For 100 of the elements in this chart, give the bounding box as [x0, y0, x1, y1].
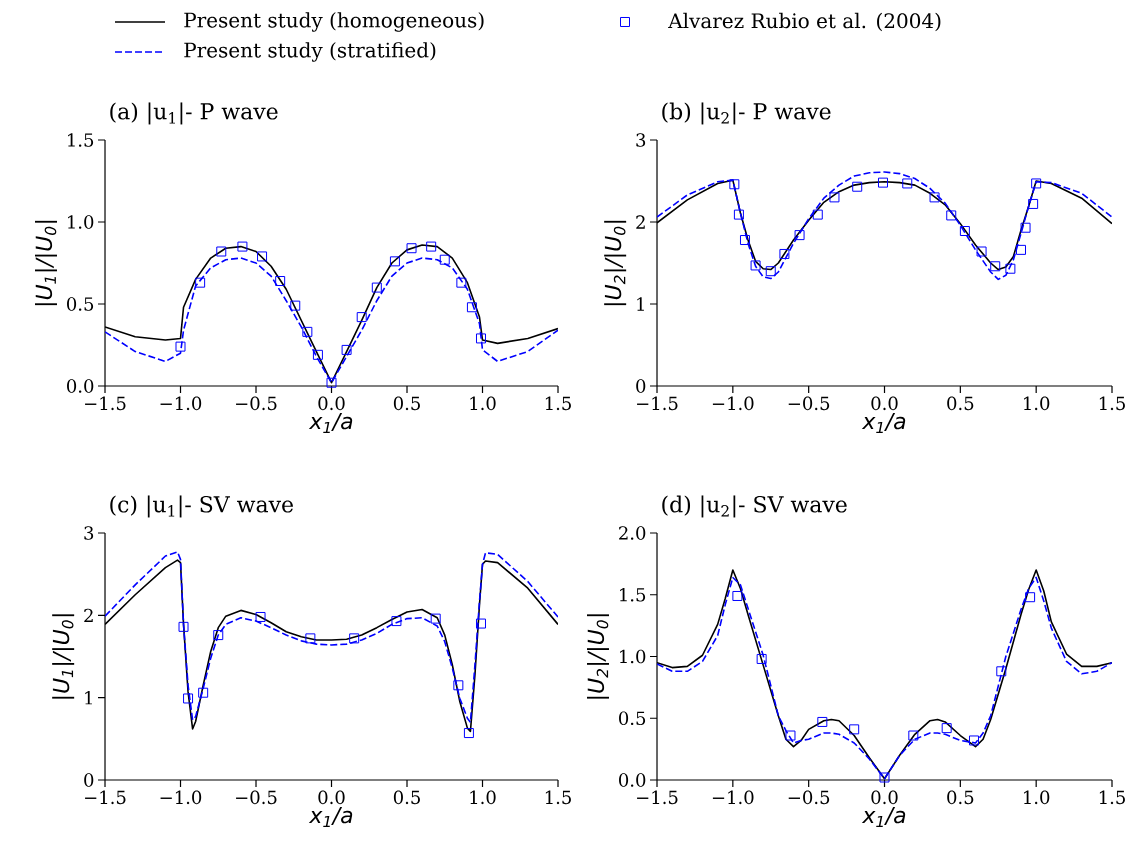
- point: [785, 730, 796, 741]
- point: [941, 723, 952, 734]
- point: [929, 192, 940, 203]
- point: [1016, 244, 1026, 255]
- point: [1005, 263, 1016, 274]
- point: [356, 312, 367, 323]
- x-tick-label: −1.0: [712, 396, 754, 411]
- point: [198, 687, 209, 698]
- point: [326, 377, 337, 388]
- point: [456, 277, 467, 288]
- x-tick-label: −0.5: [236, 396, 277, 411]
- point: [406, 243, 417, 254]
- x-tick-label: 1.0: [470, 790, 496, 805]
- x-tick-label: 0.0: [318, 396, 345, 411]
- y-axis-title: |U$_{2}$|/|U$_{0}$|: [604, 220, 627, 306]
- x-tick-label: 0.0: [871, 790, 898, 805]
- x-tick-label: −1.5: [85, 790, 126, 805]
- x-tick-label: −1.0: [160, 396, 202, 411]
- y-tick-label: 3: [84, 526, 94, 540]
- point: [852, 181, 863, 192]
- y-tick-label: 2: [84, 608, 93, 622]
- y-tick-label: 0: [84, 773, 94, 787]
- point: [426, 241, 437, 252]
- x-tick-label: 1.5: [545, 396, 571, 411]
- y-tick-label: 0.0: [619, 773, 646, 787]
- point: [902, 178, 913, 189]
- x-tick-label: −1.5: [637, 790, 678, 805]
- y-tick-label: 2: [636, 215, 645, 229]
- x-tick-label: 1.5: [545, 790, 571, 805]
- x-tick-label: 1.0: [1024, 396, 1050, 411]
- point: [463, 728, 474, 739]
- point: [430, 613, 441, 624]
- x-tick-label: 1.0: [470, 396, 496, 411]
- x-tick-label: −1.5: [85, 396, 126, 411]
- point: [237, 241, 248, 252]
- point: [178, 621, 189, 632]
- x-tick-label: 0.5: [393, 790, 420, 805]
- x-tick-label: −0.5: [788, 396, 830, 411]
- x-tick-label: −0.5: [788, 790, 830, 805]
- point: [877, 177, 888, 188]
- point: [257, 251, 268, 262]
- point: [959, 226, 970, 237]
- chart-title: (b) |u$_{2}$|- P wave: [662, 102, 831, 125]
- point: [1020, 222, 1031, 233]
- x-tick-label: 1.5: [1099, 396, 1125, 411]
- line-series: [657, 171, 1112, 281]
- point: [829, 192, 840, 203]
- point: [729, 179, 740, 190]
- y-tick-label: 0: [636, 379, 646, 393]
- x-tick-label: 1.5: [1099, 790, 1125, 805]
- point: [996, 666, 1007, 677]
- point: [908, 730, 919, 741]
- y-tick-label: 1.5: [620, 587, 646, 602]
- point: [779, 248, 790, 259]
- point: [732, 590, 743, 601]
- point: [879, 772, 890, 783]
- y-tick-label: 0.5: [67, 297, 94, 311]
- point: [255, 611, 266, 622]
- point: [183, 693, 194, 704]
- x-tick-label: −1.0: [712, 790, 754, 805]
- point: [765, 266, 776, 277]
- point: [216, 246, 227, 257]
- chart-title: (d) |u$_{2}$|- SV wave: [662, 495, 847, 518]
- point: [990, 261, 1001, 272]
- point: [739, 235, 750, 246]
- point: [305, 633, 316, 644]
- point: [476, 618, 486, 629]
- legend-label: Present study (stratified): [184, 42, 436, 62]
- legend-label: Alvarez Rubio et al. (2004): [668, 12, 941, 32]
- point: [312, 349, 323, 360]
- point: [849, 724, 860, 735]
- x-tick-label: 0.0: [871, 396, 898, 411]
- x-axis-title: x$_{1}$/a: [861, 806, 906, 828]
- point: [733, 209, 744, 220]
- y-tick-label: 1.0: [68, 215, 94, 229]
- point: [466, 302, 477, 313]
- chart-title: (a) |u$_{1}$|- P wave: [110, 102, 278, 125]
- y-axis-title: |U$_{2}$|/|U$_{0}$|: [586, 614, 609, 699]
- y-tick-label: 0.0: [67, 379, 94, 393]
- x-axis-title: x$_{1}$/a: [308, 806, 353, 828]
- point: [756, 653, 767, 664]
- point: [476, 333, 486, 344]
- y-axis-title: |U$_{1}$|/|U$_{0}$|: [52, 614, 75, 699]
- x-tick-label: −1.0: [160, 790, 202, 805]
- point: [290, 300, 301, 311]
- point: [1025, 592, 1036, 603]
- point: [195, 277, 206, 288]
- legend-label: Present study (homogeneous): [184, 12, 484, 32]
- point: [750, 260, 761, 271]
- point: [349, 633, 360, 644]
- x-tick-label: −1.5: [637, 396, 678, 411]
- y-tick-label: 1: [637, 297, 644, 311]
- y-tick-label: 2.0: [619, 526, 646, 540]
- y-tick-label: 1: [85, 690, 92, 705]
- y-axis-title: |U$_{1}$|/|U$_{0}$|: [34, 220, 57, 306]
- point: [1028, 198, 1039, 209]
- point: [1031, 178, 1042, 189]
- point: [812, 209, 823, 220]
- y-tick-label: 3: [636, 133, 646, 147]
- point: [976, 246, 987, 257]
